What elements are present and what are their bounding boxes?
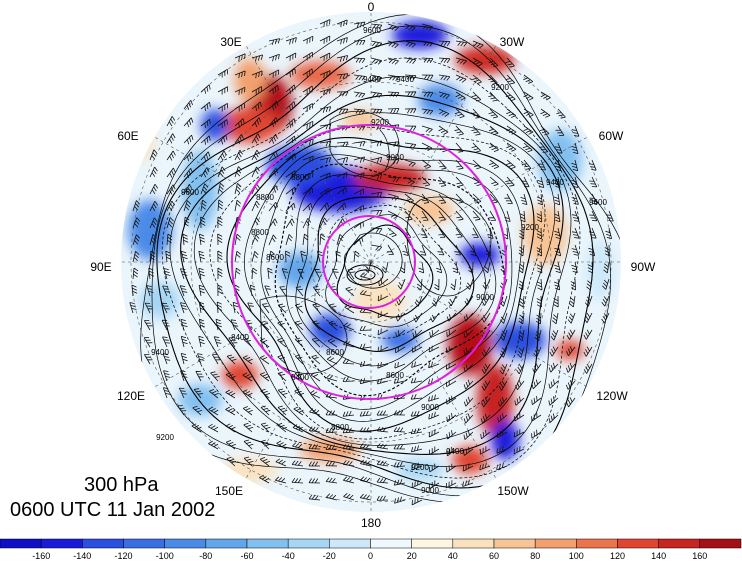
longitude-label: 120W [596,389,628,403]
contour-label: 9000 [421,403,439,412]
contour-labels: 9600 9400 9400 9200 9000 8800 8800 8600 8600 8600… [151,26,607,495]
colorbar-swatch [617,538,659,549]
colorbar-swatch [534,538,577,549]
colorbar-swatch [411,538,454,549]
colorbar-tick-label: 100 [569,551,584,561]
outer-ring [231,124,507,400]
contour-label: 9400 [446,447,464,456]
colorbar-tick-label: -60 [240,551,253,561]
longitude-label: 180 [361,516,381,530]
contour-label: 9200 [411,463,429,472]
colorbar-swatch [329,538,371,549]
contour-label: 9600 [589,198,607,207]
contour-label: 8400 [291,373,309,382]
colorbar-tick-label: -100 [156,551,174,561]
contour-label: 8800 [291,173,309,182]
colorbar-swatch [205,538,248,549]
contour-label: 9400 [546,178,564,187]
contour-label: 8800 [331,423,349,432]
colorbar-swatch [123,538,165,549]
longitude-label: 30E [220,35,241,49]
colorbar-tick-label: -140 [73,551,91,561]
colorbar-swatch [658,538,701,549]
colorbar-tick-label: 0 [368,551,373,561]
colorbar-tick-label: -120 [114,551,132,561]
contour-label: 9000 [476,293,494,302]
wind-barbs [129,19,614,506]
latitude-rings [231,124,507,400]
colorbar-tick-label: -160 [32,551,50,561]
colorbar-tick-label: 40 [448,551,458,561]
colorbar-tick-label: 120 [610,551,625,561]
longitude-label: 0 [368,0,375,14]
colorbar-tick-label: 140 [651,551,666,561]
longitude-label: 150W [497,484,529,498]
colorbar-swatch [287,538,330,549]
colorbar-swatch [246,538,289,549]
colorbar-tick-label: -80 [199,551,212,561]
contour-label: 8600 [386,371,404,380]
colorbar-tick-label: 80 [530,551,540,561]
longitude-label: 30W [500,35,525,49]
colorbar-swatch [699,538,742,549]
longitude-label: 60E [117,129,138,143]
colorbar-swatch [40,538,83,549]
longitude-label: 90E [90,260,111,274]
contour-label: 9000 [421,486,439,495]
colorbar: -160 -140 -120 -100 -80 -60 -40 -20 0 20 40 60 80 100… [0,538,742,561]
valid-time-title: 0600 UTC 11 Jan 2002 [10,499,216,521]
longitude-labels: 0 30W 60W 90W 120W 150W 180 150E 120E 90E 60E 30E [90,0,656,530]
longitude-label: 120E [117,389,145,403]
pressure-level-title: 300 hPa [84,474,159,496]
contour-label: 8800 [256,193,274,202]
colorbar-tick-label: 60 [489,551,499,561]
colorbar-swatch [82,538,124,549]
colorbar-swatch [0,538,42,549]
colorbar-tick-label: 20 [407,551,417,561]
contour-label: 8800 [251,228,269,237]
contour-label: 9600 [363,26,381,35]
contour-label: 8400 [231,333,249,342]
colorbar-swatch [452,538,495,549]
contour-label: 8600 [266,253,284,262]
colorbar-tick-label: -40 [282,551,295,561]
longitude-label: 150E [215,484,243,498]
contour-label: 9400 [151,348,169,357]
colorbar-swatch [576,538,618,549]
height-contours [140,13,621,503]
contour-label: 9400 [363,75,381,84]
contour-label: 9600 [181,188,199,197]
colorbar-tick-label: -20 [323,551,336,561]
contour-label: 9200 [371,118,389,127]
inner-ring [322,215,416,309]
contour-label: 9200 [156,433,174,442]
longitude-label: 90W [631,260,656,274]
colorbar-tick-label: 160 [692,551,707,561]
colorbar-swatch [164,538,207,549]
polar-map: 9600 9400 9400 9200 9000 8800 8800 8600 8600 8600… [90,0,656,530]
contour-label: 9200 [521,223,539,232]
colorbar-swatch [493,538,536,549]
contour-label: 9200 [491,83,509,92]
contour-label: 9000 [386,153,404,162]
colorbar-swatch [370,538,412,549]
contour-label: 8600 [326,348,344,357]
contour-label: 9400 [396,75,414,84]
longitude-label: 60W [599,129,624,143]
